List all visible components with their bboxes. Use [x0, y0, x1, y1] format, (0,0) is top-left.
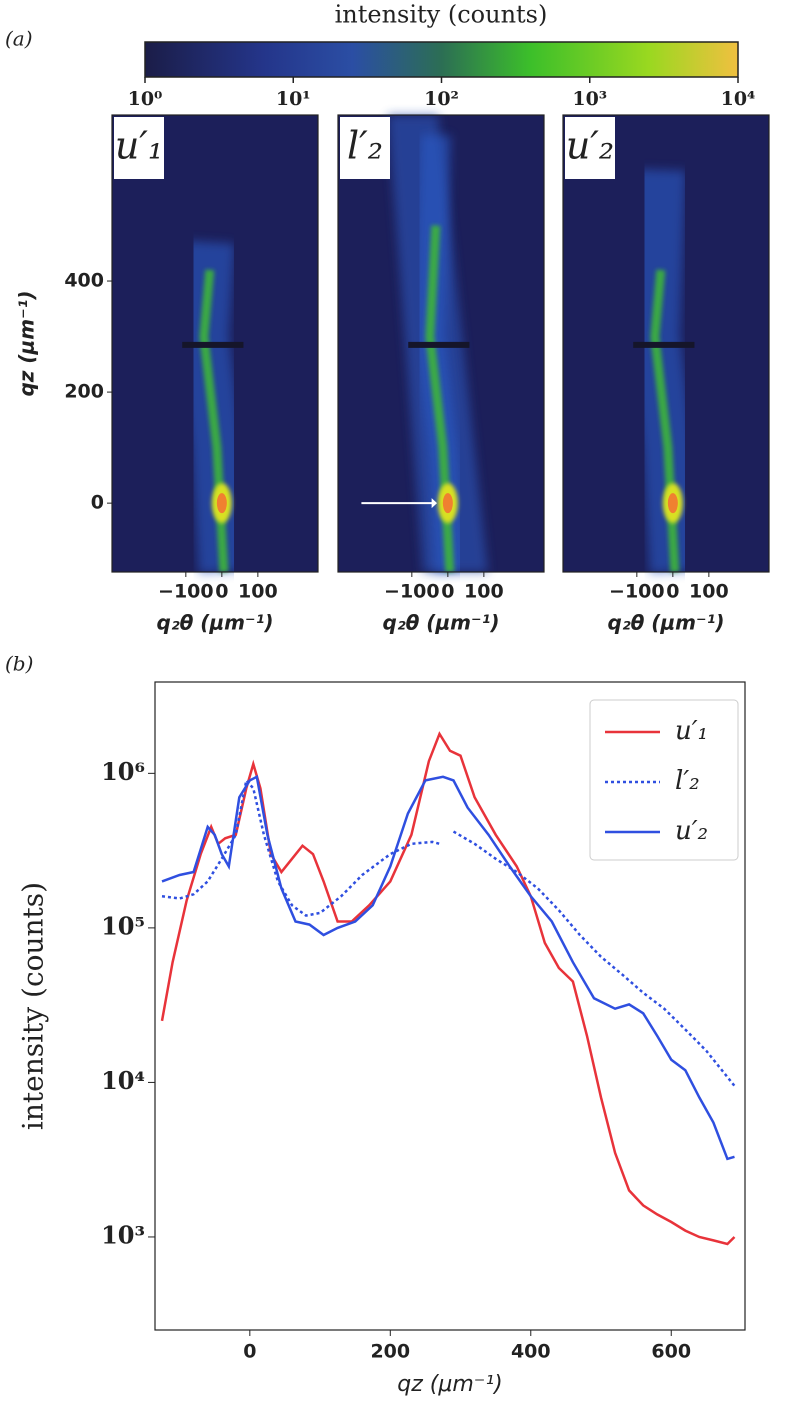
y-tick-label: 10⁶: [101, 757, 145, 786]
x-axis-label: q₂θ (μm⁻¹): [383, 611, 500, 635]
y-tick-label: 10³: [101, 1220, 145, 1249]
x-tick-label: −100: [158, 581, 214, 603]
x-axis-label: qz (μm⁻¹): [397, 1372, 503, 1397]
heatmap-image: [338, 115, 544, 573]
legend-label: u′₂: [675, 816, 708, 846]
heatmap-image: [563, 115, 769, 574]
x-axis-label: q₂θ (μm⁻¹): [608, 611, 725, 635]
colorbar-title: intensity (counts): [335, 1, 548, 29]
panel-tag-box: [340, 117, 390, 179]
x-tick-label: 600: [651, 1341, 691, 1363]
colorbar-tick-label: 10²: [424, 88, 459, 110]
y-tick-label: 10⁵: [101, 911, 145, 940]
x-tick-label: −100: [609, 581, 665, 603]
legend-label: l′₂: [675, 766, 700, 796]
y-tick-label: 10⁴: [101, 1066, 145, 1095]
x-tick-label: −100: [384, 581, 440, 603]
x-tick-label: 0: [441, 581, 454, 603]
axes-frame: [337, 114, 545, 573]
x-tick-label: 200: [370, 1341, 410, 1363]
colorbar-tick-label: 10¹: [276, 88, 311, 110]
legend-box: [589, 699, 739, 861]
x-axis-label: q₂θ (μm⁻¹): [157, 611, 274, 635]
x-tick-label: 100: [689, 581, 729, 603]
x-tick-label: 0: [666, 581, 679, 603]
colorbar-tick-label: 10⁴: [721, 88, 756, 110]
x-tick-label: 400: [511, 1341, 551, 1363]
y-tick-label: 200: [64, 381, 104, 403]
panel-tag-box: [114, 117, 164, 179]
data-line: [161, 777, 736, 1087]
y-tick-label: 400: [64, 270, 104, 292]
colorbar: [144, 41, 739, 78]
colorbar-tick-label: 10³: [572, 88, 607, 110]
beam-stop: [182, 341, 244, 348]
axes-frame: [562, 114, 770, 573]
panel-label: (a): [5, 27, 33, 51]
legend-label: u′₁: [675, 716, 708, 746]
data-line: [161, 774, 735, 1161]
x-tick-label: 0: [215, 581, 228, 603]
x-tick-label: 100: [464, 581, 504, 603]
peak-core: [442, 493, 453, 514]
colorbar-tick-label: 10⁰: [128, 88, 163, 110]
y-axis-label: intensity (counts): [17, 882, 50, 1130]
x-tick-label: 100: [238, 581, 278, 603]
beam-stop: [633, 341, 695, 348]
peak-core: [667, 493, 678, 514]
y-axis-label: qz (μm⁻¹): [15, 290, 39, 396]
panel-tag: u′₂: [566, 124, 614, 168]
arrow-head: [431, 498, 438, 509]
beam-stop: [408, 341, 470, 348]
heatmap-image: [112, 115, 318, 574]
y-tick-label: 0: [91, 492, 104, 514]
panel-label: (b): [5, 652, 33, 676]
panel-tag: l′₂: [347, 124, 383, 168]
axes-frame: [111, 114, 319, 573]
panel-tag: u′₁: [115, 124, 163, 168]
axes-frame: [154, 681, 746, 1331]
x-tick-label: 0: [243, 1341, 256, 1363]
panel-tag-box: [565, 117, 615, 179]
peak-core: [216, 493, 227, 514]
